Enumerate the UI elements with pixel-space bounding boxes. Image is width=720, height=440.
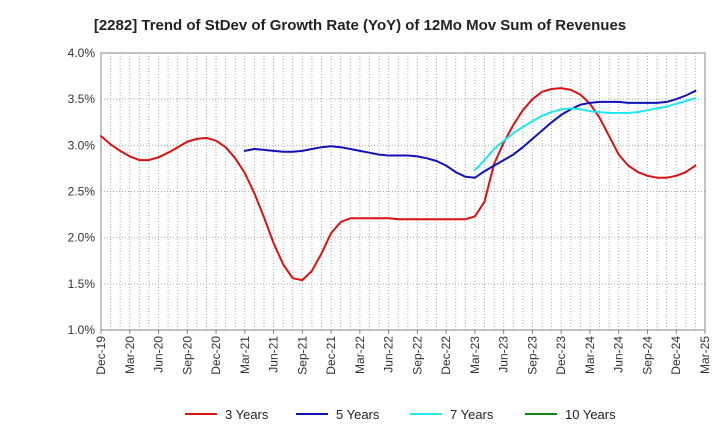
x-tick-label: Dec-19 xyxy=(94,336,108,375)
x-tick-label: Sep-22 xyxy=(410,336,424,375)
y-tick-label: 2.0% xyxy=(68,231,96,245)
x-axis: Dec-19 Mar-20 Jun-20 Sep-20 Dec-20 Mar-21 Jun-… xyxy=(94,330,712,375)
x-tick-label: Sep-20 xyxy=(180,336,194,375)
legend-label: 10 Years xyxy=(565,407,616,422)
y-tick-label: 3.5% xyxy=(68,92,96,106)
x-tick-label: Sep-23 xyxy=(525,336,539,375)
x-tick-label: Mar-25 xyxy=(698,336,712,374)
series-lines xyxy=(100,87,697,282)
x-tick-label: Dec-21 xyxy=(324,336,338,375)
legend-label: 5 Years xyxy=(336,407,380,422)
legend-label: 3 Years xyxy=(225,407,269,422)
x-tick-label: Dec-22 xyxy=(439,336,453,375)
x-tick-label: Mar-21 xyxy=(238,336,252,374)
legend: 3 Years 5 Years 7 Years 10 Years xyxy=(185,407,616,422)
x-tick-label: Sep-24 xyxy=(640,336,654,375)
y-tick-label: 1.0% xyxy=(68,323,96,337)
series-line-5-years xyxy=(243,89,697,179)
x-tick-label: Jun-20 xyxy=(152,336,166,373)
plot-frame xyxy=(100,52,706,331)
y-tick-label: 1.5% xyxy=(68,277,96,291)
y-tick-label: 2.5% xyxy=(68,185,96,199)
grid xyxy=(101,53,705,330)
x-tick-label: Jun-21 xyxy=(267,336,281,373)
x-tick-label: Jun-22 xyxy=(382,336,396,373)
x-tick-label: Dec-20 xyxy=(209,336,223,375)
legend-label: 7 Years xyxy=(450,407,494,422)
y-tick-label: 4.0% xyxy=(68,46,96,60)
y-axis: 1.0% 1.5% 2.0% 2.5% 3.0% 3.5% 4.0% xyxy=(68,46,96,337)
x-tick-label: Dec-24 xyxy=(669,336,683,375)
x-tick-label: Dec-23 xyxy=(554,336,568,375)
chart-title: [2282] Trend of StDev of Growth Rate (Yo… xyxy=(94,17,626,34)
x-tick-label: Jun-23 xyxy=(497,336,511,373)
x-tick-label: Mar-24 xyxy=(583,336,597,374)
y-tick-label: 3.0% xyxy=(68,138,96,152)
x-tick-label: Mar-20 xyxy=(123,336,137,374)
x-tick-label: Mar-22 xyxy=(353,336,367,374)
series-line-7-years xyxy=(473,97,697,172)
x-tick-label: Jun-24 xyxy=(612,336,626,373)
x-tick-label: Mar-23 xyxy=(468,336,482,374)
series-line-3-years xyxy=(100,87,697,282)
x-tick-label: Sep-21 xyxy=(295,336,309,375)
